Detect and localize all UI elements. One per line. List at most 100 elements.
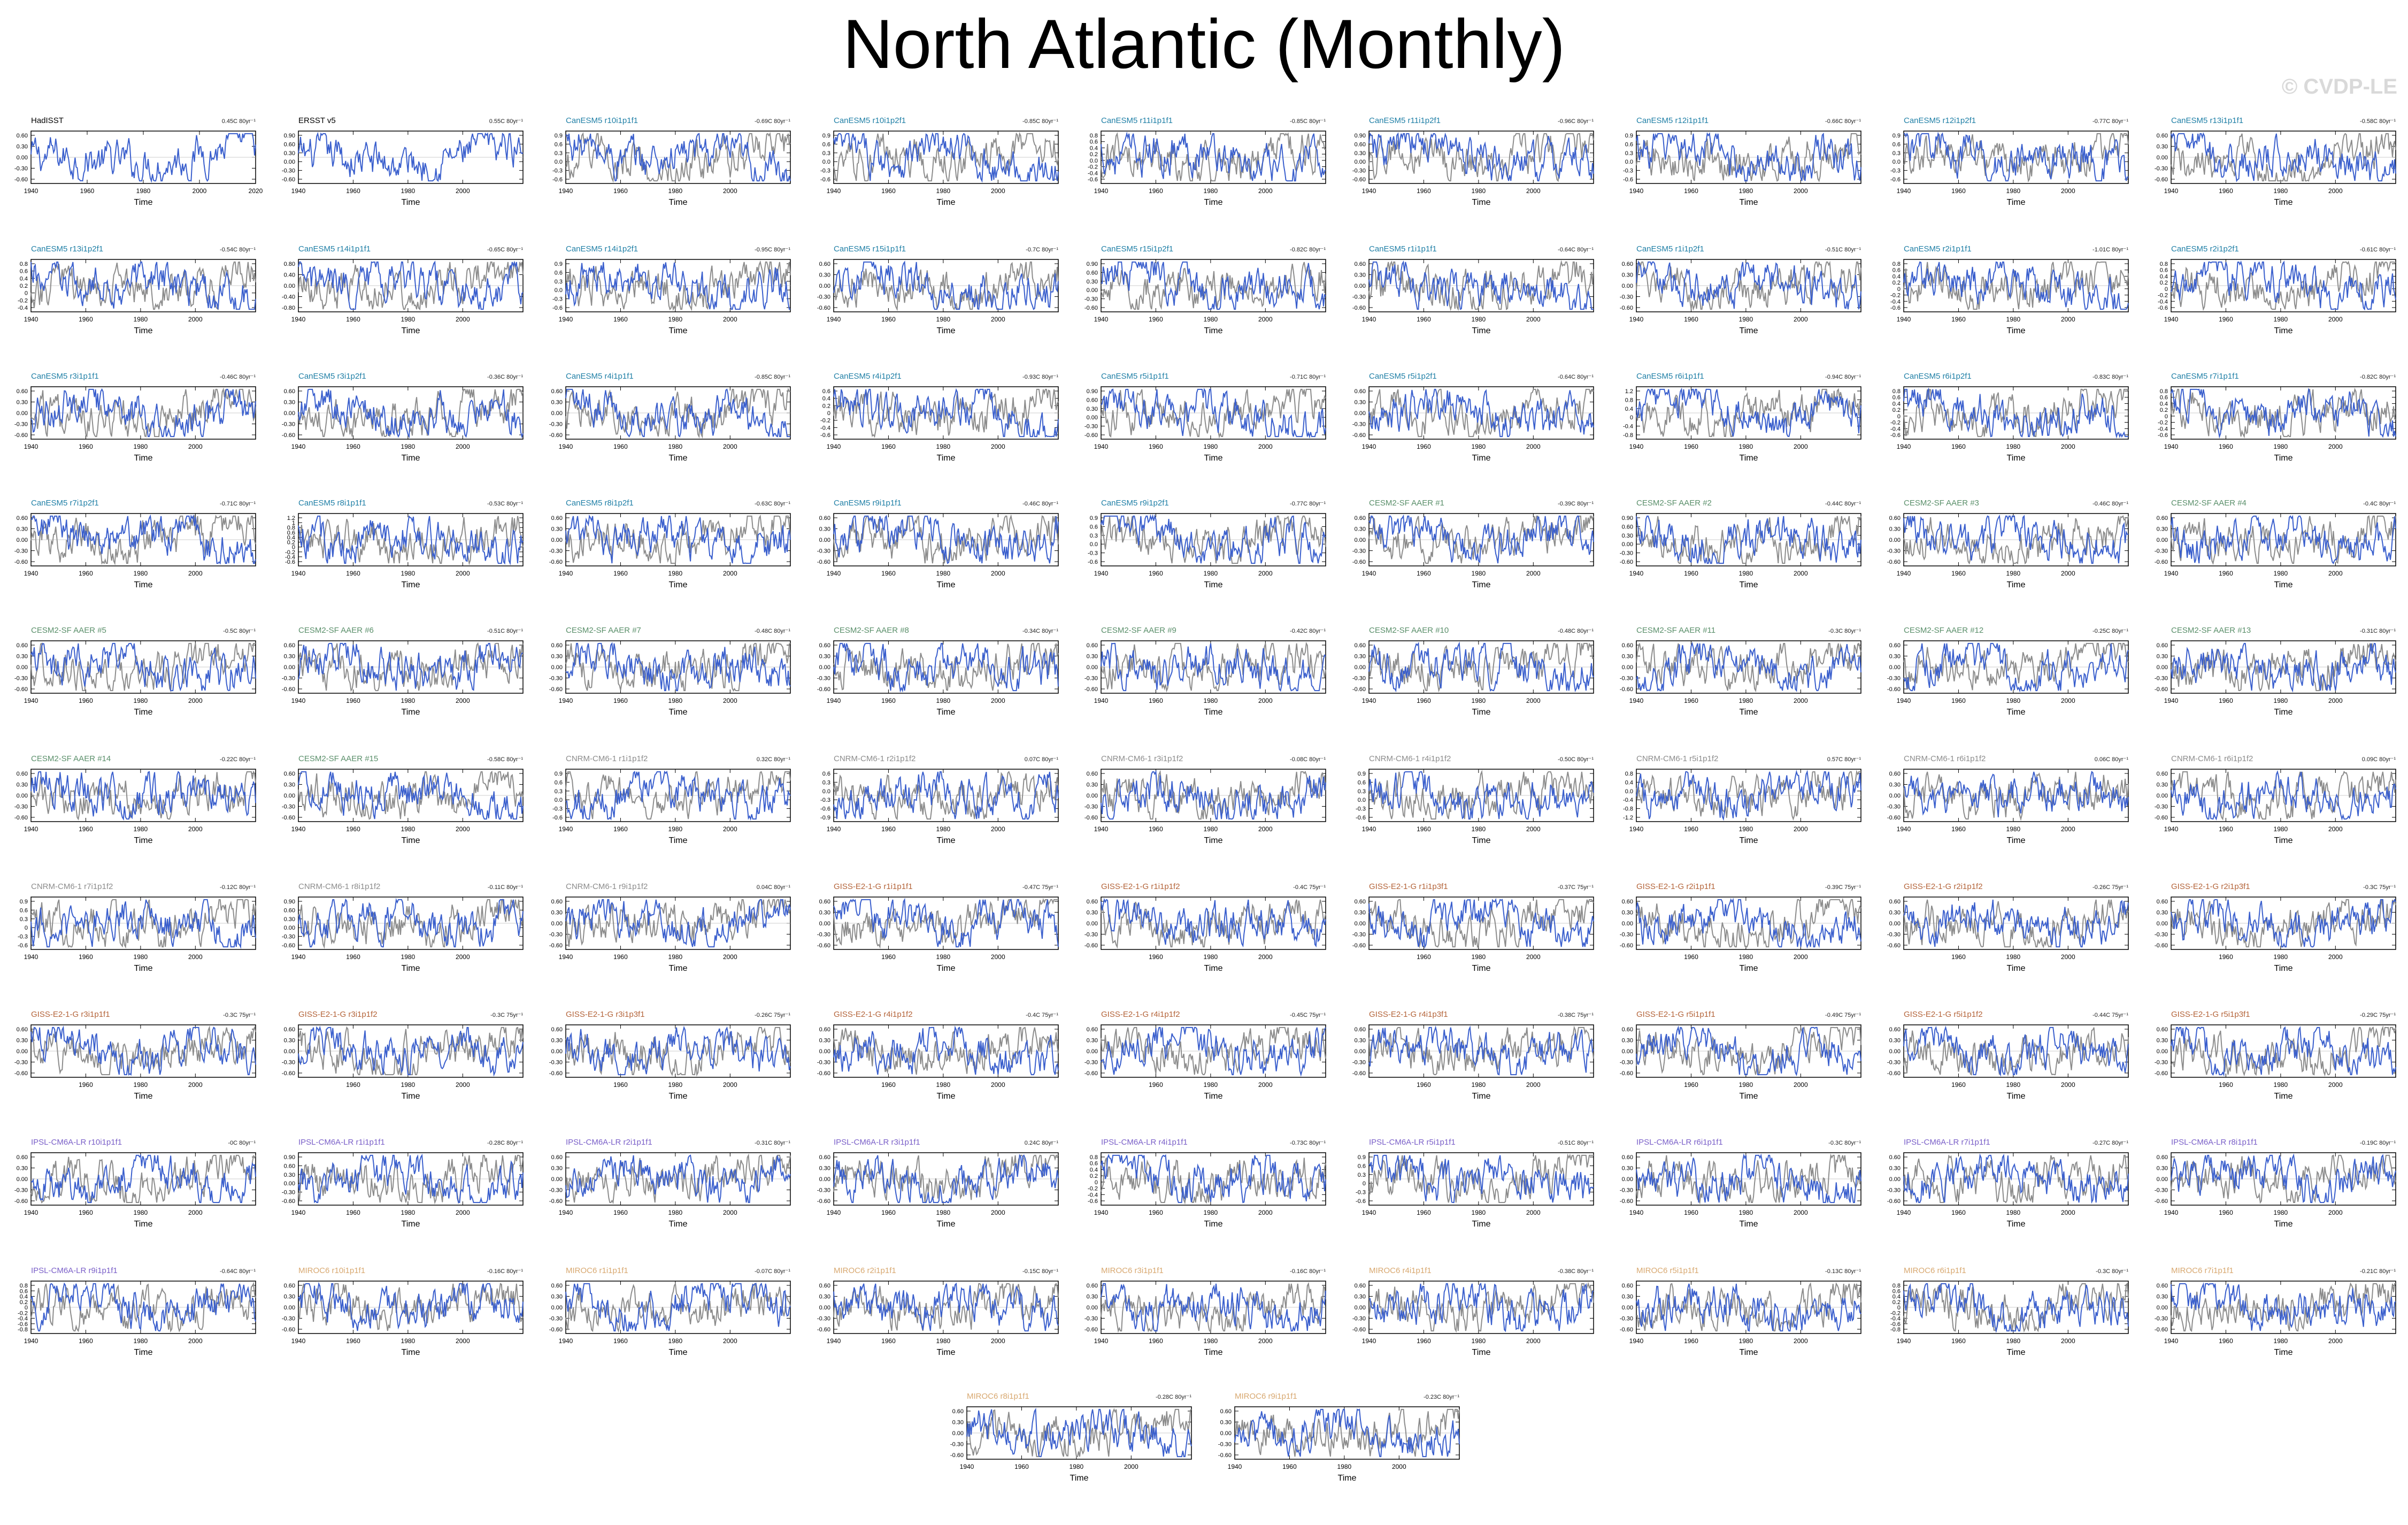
chart-panel: CESM2-SF AAER #13 -0.31C 80yr⁻¹ 0.60 0.30 0.…: [2155, 626, 2396, 717]
y-tick-label: 0.4: [1090, 145, 1098, 151]
x-tick-label: 1960: [1684, 1081, 1698, 1089]
y-tick-label: 0.30: [1355, 654, 1366, 660]
y-tick-label: 0.00: [1889, 1048, 1901, 1055]
y-tick-label: 0.30: [1622, 533, 1633, 539]
y-tick-label: -0.60: [549, 686, 563, 693]
x-axis-label: Time: [134, 836, 153, 845]
y-tick-label: 0.00: [284, 793, 295, 799]
panel-label: ERSST v5: [298, 116, 336, 125]
x-tick-label: 2000: [723, 570, 737, 577]
x-axis-label: Time: [1204, 708, 1223, 717]
y-tick-label: 0.60: [17, 133, 28, 139]
x-axis-label: Time: [1204, 836, 1223, 845]
ensemble-series-line: [565, 388, 791, 439]
y-tick-label: 0.60: [1220, 1408, 1232, 1415]
y-tick-label: -0.6: [820, 432, 830, 439]
x-axis-label: Time: [1740, 964, 1758, 973]
y-tick-label: -0.30: [549, 1060, 563, 1066]
x-axis-label: Time: [1740, 708, 1758, 717]
y-tick-label: -0.3: [1088, 550, 1098, 557]
y-tick-label: -0.60: [1084, 305, 1098, 311]
x-tick-label: 1960: [613, 697, 628, 704]
y-tick-label: 0.30: [1622, 1294, 1633, 1300]
x-tick-label: 1960: [1149, 187, 1163, 195]
y-tick-label: 0.9: [1358, 771, 1366, 777]
x-tick-label: 2000: [2328, 187, 2343, 195]
panel-label: CanESM5 r2i1p2f1: [2171, 244, 2239, 254]
y-tick-label: 0.60: [1087, 771, 1098, 777]
x-tick-label: 1980: [134, 1209, 148, 1216]
panel-trend: 0.04C 80yr⁻¹: [757, 884, 791, 891]
panel-label: HadISST: [31, 116, 64, 125]
y-tick-label: 0.60: [17, 1026, 28, 1033]
y-tick-label: 0.60: [17, 515, 28, 522]
panel-label: GISS-E2-1-G r4i1p3f1: [1369, 1010, 1448, 1019]
watermark: © CVDP-LE: [2281, 75, 2397, 98]
x-tick-label: 1980: [134, 697, 148, 704]
x-tick-label: 1980: [401, 825, 416, 833]
x-tick-label: 1960: [1951, 697, 1966, 704]
y-tick-label: 0.6: [822, 388, 830, 395]
x-tick-label: 2000: [2061, 443, 2075, 450]
y-tick-label: 0.8: [2160, 388, 2168, 395]
x-tick-label: 1980: [401, 953, 416, 961]
y-tick-label: -0.4: [1088, 1192, 1098, 1198]
chart-panel: CanESM5 r11i1p2f1 -0.96C 80yr⁻¹ 0.90 0.60 0.…: [1352, 116, 1594, 207]
x-tick-label: 1940: [2164, 316, 2179, 323]
x-axis-label: Time: [1740, 1220, 1758, 1229]
x-tick-label: 1940: [1897, 316, 1911, 323]
y-tick-label: 0.00: [1889, 793, 1901, 799]
y-tick-label: 0.60: [1355, 261, 1366, 267]
x-tick-label: 1940: [291, 825, 306, 833]
chart-panel: CESM2-SF AAER #10 -0.48C 80yr⁻¹ 0.60 0.30 0.…: [1352, 626, 1594, 717]
panel-label: CanESM5 r12i1p1f1: [1636, 116, 1709, 125]
y-tick-label: -0.60: [817, 1070, 830, 1077]
x-axis-label: Time: [1204, 454, 1223, 463]
x-tick-label: 1980: [1472, 570, 1486, 577]
x-tick-label: 1960: [881, 316, 896, 323]
y-tick-label: 0.8: [1625, 397, 1633, 403]
panel-label: IPSL-CM6A-LR r9i1p1f1: [31, 1266, 118, 1275]
y-tick-label: -0.30: [2155, 804, 2168, 810]
x-tick-label: 1980: [936, 316, 951, 323]
x-tick-label: 2000: [1124, 1463, 1138, 1470]
panel-trend: -0.4C 75yr⁻¹: [1293, 884, 1326, 891]
y-tick-label: 0.8: [287, 525, 295, 531]
chart-panel: IPSL-CM6A-LR r4i1p1f1 -0.73C 80yr⁻¹ 0.80.6…: [1088, 1138, 1326, 1229]
y-tick-label: 0.00: [952, 1430, 964, 1437]
panel-trend: -0.23C 80yr⁻¹: [1424, 1394, 1459, 1400]
y-tick-label: 0.6: [1358, 1163, 1366, 1169]
x-tick-label: 1980: [1204, 570, 1218, 577]
y-tick-label: 0.30: [284, 400, 295, 406]
y-tick-label: 0.3: [20, 916, 28, 923]
x-axis-label: Time: [1338, 1474, 1357, 1483]
x-tick-label: 2000: [1258, 570, 1273, 577]
x-tick-label: 1980: [1204, 1081, 1218, 1089]
panel-label: CanESM5 r12i1p2f1: [1904, 116, 1976, 125]
x-axis-label: Time: [1204, 1220, 1223, 1229]
chart-panel: CanESM5 r3i1p1f1 -0.46C 80yr⁻¹ 0.60 0.30 0.0…: [14, 372, 256, 463]
x-tick-label: 1980: [1472, 443, 1486, 450]
ensemble-series-line: [565, 898, 791, 947]
x-tick-label: 1940: [960, 1463, 974, 1470]
y-tick-label: 0.6: [822, 771, 830, 777]
y-tick-label: -0.30: [1084, 932, 1098, 938]
panel-trend: -0.53C 80yr⁻¹: [487, 501, 523, 507]
ensemble-series-line: [833, 261, 1059, 311]
y-tick-label: 0.6: [20, 269, 28, 275]
x-tick-label: 1940: [559, 1337, 573, 1345]
y-tick-label: -0.2: [2158, 293, 2168, 299]
panel-label: CanESM5 r11i1p2f1: [1369, 116, 1441, 125]
y-tick-label: 0.60: [1622, 1026, 1633, 1033]
y-tick-label: 0.6: [1090, 524, 1098, 530]
chart-panel: ERSST v5 0.55C 80yr⁻¹ 0.90 0.60 0.30 0.00 -0.3…: [282, 116, 524, 207]
y-tick-label: 0.60: [2157, 1154, 2168, 1161]
x-tick-label: 1940: [1897, 1337, 1911, 1345]
x-tick-label: 1980: [1472, 1081, 1486, 1089]
x-axis-label: Time: [2007, 836, 2026, 845]
y-tick-label: -0.60: [1084, 686, 1098, 693]
y-tick-label: 0: [827, 410, 830, 417]
chart-panel: CNRM-CM6-1 r1i1p1f2 0.32C 80yr⁻¹ 0.9 0.6 0.3…: [552, 754, 791, 845]
y-tick-label: -0.4: [285, 554, 295, 561]
y-tick-label: 0: [2165, 413, 2168, 420]
